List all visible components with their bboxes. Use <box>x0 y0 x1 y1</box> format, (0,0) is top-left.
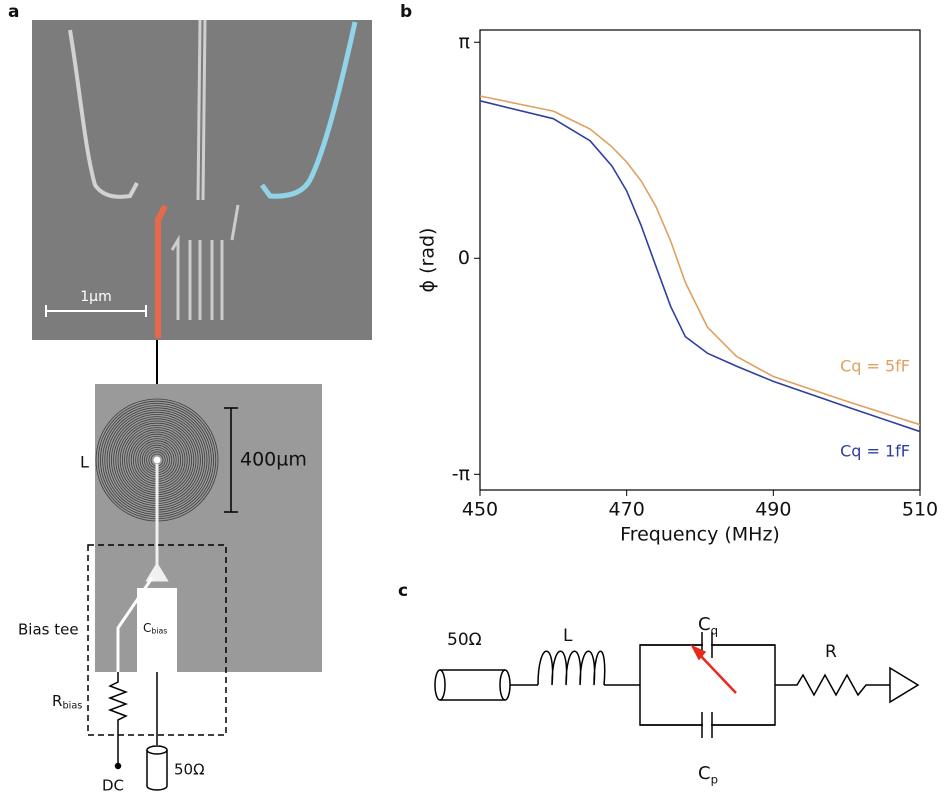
label: Cp <box>698 763 718 786</box>
label: 400µm <box>240 449 307 471</box>
legend-label: Cq = 5fF <box>840 357 910 376</box>
label: b <box>400 2 412 22</box>
label: 50Ω <box>174 761 205 779</box>
y-tick-label: -π <box>452 463 470 485</box>
x-tick-label: 450 <box>462 499 498 521</box>
label-main: C <box>698 614 711 635</box>
legend-label: Cq = 1fF <box>840 442 910 461</box>
y-axis-label: ϕ (rad) <box>417 228 439 293</box>
label-main: C <box>698 763 711 784</box>
label-sub: bias <box>151 627 167 636</box>
label: Rbias <box>52 692 82 712</box>
label-sub: q <box>711 623 718 637</box>
label-sub: bias <box>62 701 82 712</box>
label: Cbias <box>143 621 167 636</box>
chart: 450 470 490 510 -π 0 π Frequency (MHz) ϕ (rad) Cq… <box>417 29 938 546</box>
x-tick-label: 510 <box>902 499 938 521</box>
inductor-image <box>95 384 322 672</box>
label: c <box>398 581 408 601</box>
label: L <box>80 453 89 472</box>
y-tick-label: π <box>459 31 470 53</box>
series-line <box>479 100 921 433</box>
plot-frame <box>479 29 921 491</box>
sem-image <box>32 19 372 386</box>
series-line <box>479 95 921 426</box>
label: Cq <box>698 614 718 637</box>
y-tick-label: 0 <box>458 247 470 269</box>
circuit <box>434 632 920 738</box>
label: 50Ω <box>447 630 482 650</box>
label: 1µm <box>80 289 111 305</box>
label: DC <box>102 777 124 795</box>
bias-tee-schematic <box>87 544 227 791</box>
label: R <box>825 642 837 662</box>
label: Bias tee <box>18 621 79 639</box>
label: L <box>563 626 573 646</box>
label: a <box>8 2 19 22</box>
x-axis-label: Frequency (MHz) <box>620 524 780 546</box>
label-main: C <box>143 621 151 635</box>
label-main: R <box>52 692 62 710</box>
label-sub: p <box>711 772 718 786</box>
x-tick-label: 470 <box>609 499 645 521</box>
x-tick-label: 490 <box>755 499 791 521</box>
